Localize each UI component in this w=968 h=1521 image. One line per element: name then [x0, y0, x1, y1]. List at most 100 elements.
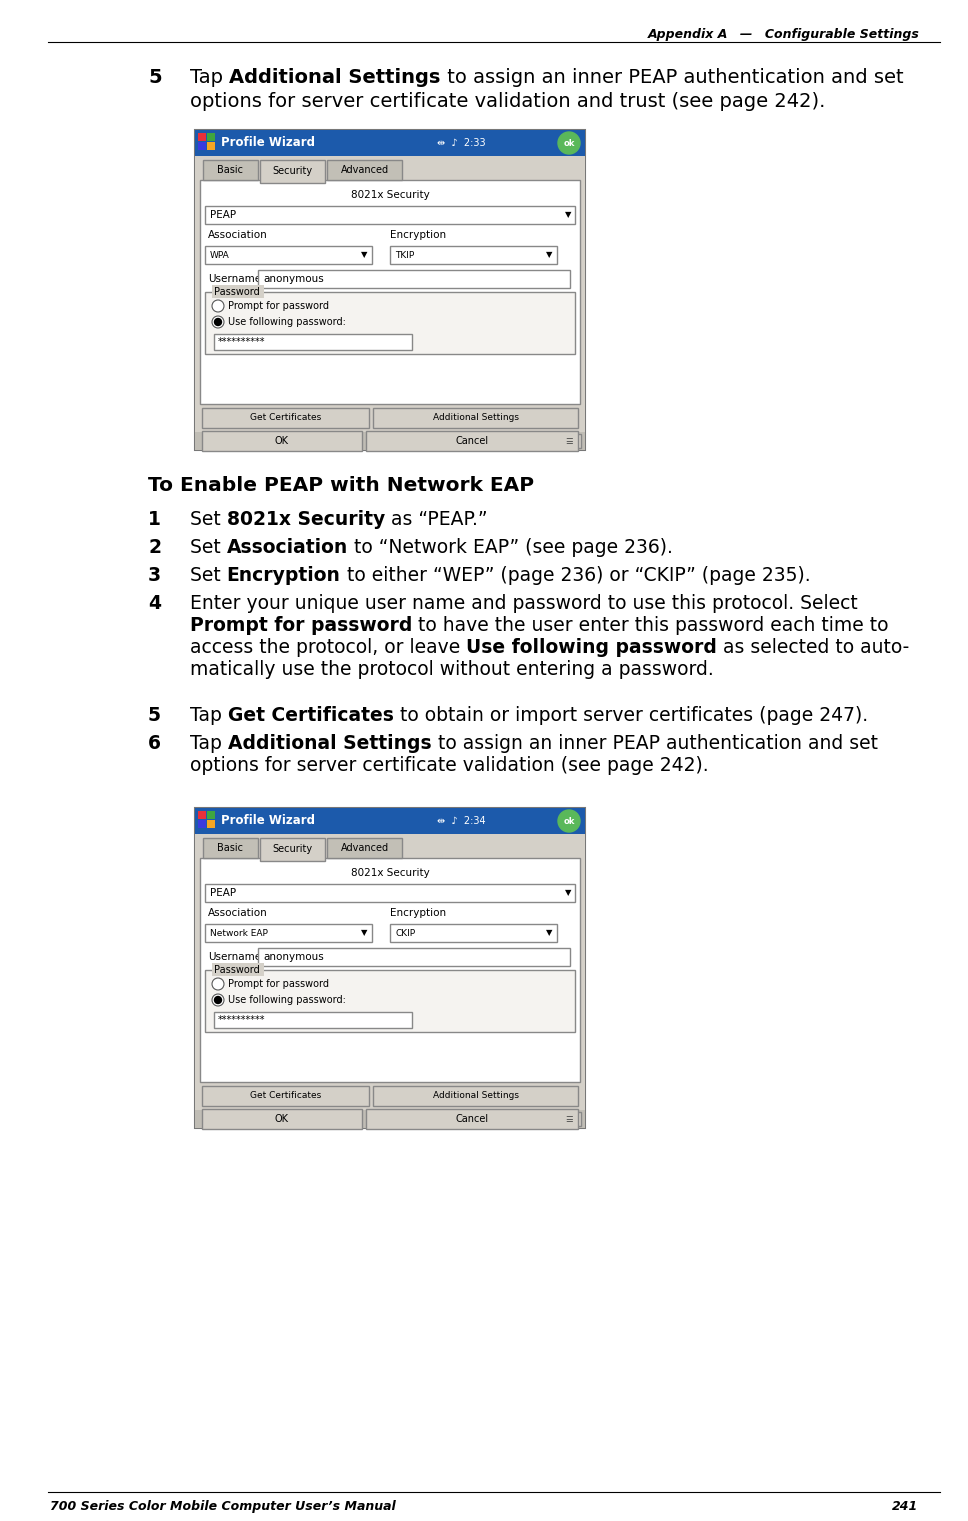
Circle shape: [558, 132, 580, 154]
Bar: [198, 141, 206, 151]
Text: TKIP: TKIP: [395, 251, 414, 260]
Text: anonymous: anonymous: [263, 952, 323, 961]
Text: 3: 3: [148, 566, 161, 586]
Text: ⇹  ♪  2:33: ⇹ ♪ 2:33: [437, 138, 485, 148]
Circle shape: [558, 811, 580, 832]
Bar: [214, 1011, 411, 1028]
Text: options for server certificate validation (see page 242).: options for server certificate validatio…: [190, 756, 709, 776]
Text: to assign an inner PEAP authentication and set: to assign an inner PEAP authentication a…: [432, 735, 878, 753]
Text: Advanced: Advanced: [341, 843, 388, 853]
Bar: [327, 160, 402, 179]
Bar: [195, 129, 585, 157]
Text: Appendix A — Configurable Settings: Appendix A — Configurable Settings: [649, 27, 920, 41]
Text: Network EAP: Network EAP: [210, 928, 268, 937]
Text: 8021x Security: 8021x Security: [350, 190, 430, 199]
Bar: [260, 160, 325, 183]
Text: Encryption: Encryption: [227, 566, 341, 586]
Text: Additional Settings: Additional Settings: [229, 68, 440, 87]
Bar: [207, 820, 215, 827]
Text: To Enable PEAP with Network EAP: To Enable PEAP with Network EAP: [148, 476, 534, 494]
Text: Get Certificates: Get Certificates: [227, 706, 394, 726]
Bar: [260, 838, 325, 861]
Bar: [202, 430, 362, 452]
Text: Advanced: Advanced: [341, 164, 388, 175]
Text: ▼: ▼: [564, 210, 571, 219]
Bar: [205, 923, 373, 941]
Text: Cancel: Cancel: [455, 437, 489, 446]
Bar: [205, 884, 575, 902]
Bar: [390, 923, 558, 941]
Bar: [374, 408, 578, 427]
Bar: [202, 408, 369, 427]
Bar: [258, 271, 570, 287]
Text: Security: Security: [272, 844, 313, 855]
Text: Association: Association: [208, 230, 268, 240]
Text: WPA: WPA: [210, 251, 229, 260]
Bar: [195, 157, 585, 450]
Text: 700 Series Color Mobile Computer User’s Manual: 700 Series Color Mobile Computer User’s …: [50, 1500, 396, 1513]
Circle shape: [212, 300, 224, 312]
Text: ok: ok: [563, 817, 575, 826]
Bar: [557, 1112, 581, 1126]
Text: Tap: Tap: [190, 706, 227, 726]
Text: 8021x Security: 8021x Security: [227, 510, 385, 529]
Bar: [200, 179, 580, 405]
Text: Profile Wizard: Profile Wizard: [221, 815, 315, 827]
Text: Security: Security: [272, 166, 313, 176]
Text: Tap: Tap: [190, 68, 229, 87]
Text: options for server certificate validation and trust (see page 242).: options for server certificate validatio…: [190, 91, 826, 111]
Bar: [203, 160, 258, 179]
Bar: [205, 292, 575, 354]
Bar: [212, 963, 264, 976]
Text: Use following password: Use following password: [467, 637, 717, 657]
Text: 2: 2: [148, 538, 161, 557]
Text: Encryption: Encryption: [390, 908, 446, 919]
Bar: [258, 948, 570, 966]
Bar: [198, 132, 206, 141]
Text: access the protocol, or leave: access the protocol, or leave: [190, 637, 467, 657]
Bar: [212, 284, 264, 298]
Circle shape: [215, 318, 222, 325]
Text: anonymous: anonymous: [263, 274, 323, 284]
Text: Get Certificates: Get Certificates: [250, 1092, 321, 1101]
Text: Cancel: Cancel: [455, 1113, 489, 1124]
Text: Additional Settings: Additional Settings: [433, 414, 519, 423]
Text: Association: Association: [208, 908, 268, 919]
Text: Prompt for password: Prompt for password: [228, 980, 329, 989]
Text: 8021x Security: 8021x Security: [350, 868, 430, 878]
Text: to assign an inner PEAP authentication and set: to assign an inner PEAP authentication a…: [440, 68, 903, 87]
Text: ▼: ▼: [546, 251, 553, 260]
Text: Get Certificates: Get Certificates: [250, 414, 321, 423]
Text: to “Network EAP” (see page 236).: to “Network EAP” (see page 236).: [348, 538, 673, 557]
Text: Profile Wizard: Profile Wizard: [221, 137, 315, 149]
Bar: [203, 838, 258, 858]
Bar: [366, 430, 578, 452]
Bar: [205, 246, 373, 265]
Bar: [214, 335, 411, 350]
Text: Additional Settings: Additional Settings: [227, 735, 432, 753]
Bar: [207, 141, 215, 151]
Bar: [200, 858, 580, 1081]
Text: to have the user enter this password each time to: to have the user enter this password eac…: [412, 616, 889, 634]
Text: PEAP: PEAP: [210, 210, 236, 221]
Text: ▼: ▼: [361, 928, 368, 937]
Bar: [195, 432, 585, 450]
Bar: [202, 1109, 362, 1129]
Text: ☰: ☰: [565, 437, 573, 446]
Text: PEAP: PEAP: [210, 888, 236, 897]
Text: ▼: ▼: [546, 928, 553, 937]
Text: 1: 1: [148, 510, 161, 529]
Text: 241: 241: [892, 1500, 918, 1513]
Bar: [366, 1109, 578, 1129]
Bar: [390, 246, 558, 265]
Text: OK: OK: [275, 437, 288, 446]
Bar: [195, 834, 585, 1129]
Text: Enter your unique user name and password to use this protocol. Select: Enter your unique user name and password…: [190, 595, 858, 613]
Text: 6: 6: [148, 735, 161, 753]
Text: Set: Set: [190, 510, 227, 529]
Bar: [195, 129, 585, 450]
Text: OK: OK: [275, 1113, 288, 1124]
Text: ok: ok: [563, 138, 575, 148]
Circle shape: [212, 316, 224, 329]
Text: Prompt for password: Prompt for password: [190, 616, 412, 634]
